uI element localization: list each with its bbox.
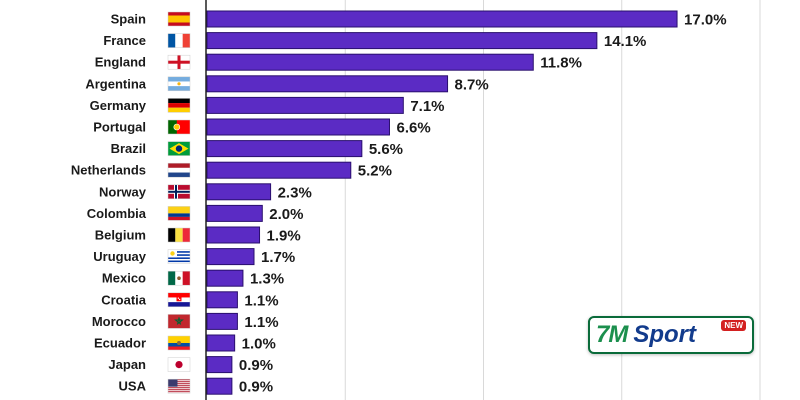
bar-brazil xyxy=(206,140,363,158)
value-label-japan: 0.9% xyxy=(239,357,273,374)
bar-colombia xyxy=(206,204,263,222)
country-label-england: England xyxy=(95,55,146,70)
value-label-england: 11.8% xyxy=(540,55,582,72)
bar-france xyxy=(206,32,598,50)
bar-belgium xyxy=(206,226,261,244)
bar-spain xyxy=(206,10,678,28)
bar-usa xyxy=(206,377,233,395)
flags xyxy=(167,11,191,394)
japan-flag-icon xyxy=(167,357,191,372)
country-label-morocco: Morocco xyxy=(92,314,146,329)
logo-7m-text: 7M xyxy=(596,321,628,348)
bar-japan xyxy=(206,356,233,374)
country-label-germany: Germany xyxy=(90,98,147,113)
ecuador-flag-icon xyxy=(167,335,191,351)
bar-uruguay xyxy=(206,248,255,266)
bar-netherlands xyxy=(206,161,352,179)
value-label-argentina: 8.7% xyxy=(455,76,489,93)
bar-norway xyxy=(206,183,272,201)
portugal-flag-icon xyxy=(167,119,191,135)
mexico-flag-icon xyxy=(167,270,191,286)
logo-sport-text: Sport xyxy=(633,321,697,348)
value-label-uruguay: 1.7% xyxy=(261,249,295,266)
colombia-flag-icon xyxy=(167,206,191,221)
bar-portugal xyxy=(206,118,390,136)
bars xyxy=(206,10,678,395)
country-label-belgium: Belgium xyxy=(95,228,146,243)
country-label-france: France xyxy=(103,33,146,48)
bar-england xyxy=(206,53,534,71)
france-flag-icon xyxy=(167,33,191,48)
croatia-flag-icon xyxy=(167,292,191,308)
country-label-netherlands: Netherlands xyxy=(71,163,146,178)
morocco-flag-icon xyxy=(167,314,191,329)
value-label-brazil: 5.6% xyxy=(369,141,403,158)
norway-flag-icon xyxy=(167,184,191,200)
netherlands-flag-icon xyxy=(167,162,191,178)
value-label-norway: 2.3% xyxy=(278,184,312,201)
country-label-argentina: Argentina xyxy=(85,76,146,91)
logo-new-badge: NEW xyxy=(721,320,746,331)
value-label-germany: 7.1% xyxy=(410,98,444,115)
bar-morocco xyxy=(206,312,238,330)
value-label-portugal: 6.6% xyxy=(396,120,430,137)
value-labels: 17.0% 14.1% 11.8% 8.7% 7.1% 6.6% 5.6% 5.2% 2.3% 2… xyxy=(239,12,727,396)
country-label-usa: USA xyxy=(119,379,147,394)
country-label-croatia: Croatia xyxy=(101,292,147,307)
bar-ecuador xyxy=(206,334,236,352)
england-flag-icon xyxy=(167,54,191,70)
belgium-flag-icon xyxy=(167,227,191,243)
country-label-ecuador: Ecuador xyxy=(94,336,146,351)
bar-argentina xyxy=(206,75,449,93)
bar-croatia xyxy=(206,291,238,309)
argentina-flag-icon xyxy=(167,76,191,92)
country-label-portugal: Portugal xyxy=(93,120,146,135)
country-label-brazil: Brazil xyxy=(111,141,146,156)
brazil-flag-icon xyxy=(167,141,191,156)
spain-flag-icon xyxy=(167,11,191,27)
bar-germany xyxy=(206,96,404,114)
value-label-morocco: 1.1% xyxy=(244,314,278,331)
country-label-norway: Norway xyxy=(99,184,147,199)
value-label-netherlands: 5.2% xyxy=(358,163,392,180)
country-label-mexico: Mexico xyxy=(102,271,146,286)
value-label-belgium: 1.9% xyxy=(267,228,301,245)
value-label-france: 14.1% xyxy=(604,33,647,50)
country-labels: Spain France England Argentina Germany Portug… xyxy=(71,12,147,394)
value-label-colombia: 2.0% xyxy=(269,206,303,223)
country-label-uruguay: Uruguay xyxy=(93,249,147,264)
germany-flag-icon xyxy=(167,98,191,113)
bar-mexico xyxy=(206,269,244,287)
value-label-usa: 0.9% xyxy=(239,379,273,396)
uruguay-flag-icon xyxy=(167,249,191,264)
usa-flag-icon xyxy=(167,378,191,394)
watermark-logo: 7M Sport NEW xyxy=(588,316,754,354)
value-label-croatia: 1.1% xyxy=(244,292,278,309)
country-label-colombia: Colombia xyxy=(87,206,147,221)
value-label-mexico: 1.3% xyxy=(250,271,284,288)
country-label-japan: Japan xyxy=(108,357,146,372)
value-label-spain: 17.0% xyxy=(684,12,727,29)
value-label-ecuador: 1.0% xyxy=(242,336,276,353)
country-label-spain: Spain xyxy=(111,12,146,27)
